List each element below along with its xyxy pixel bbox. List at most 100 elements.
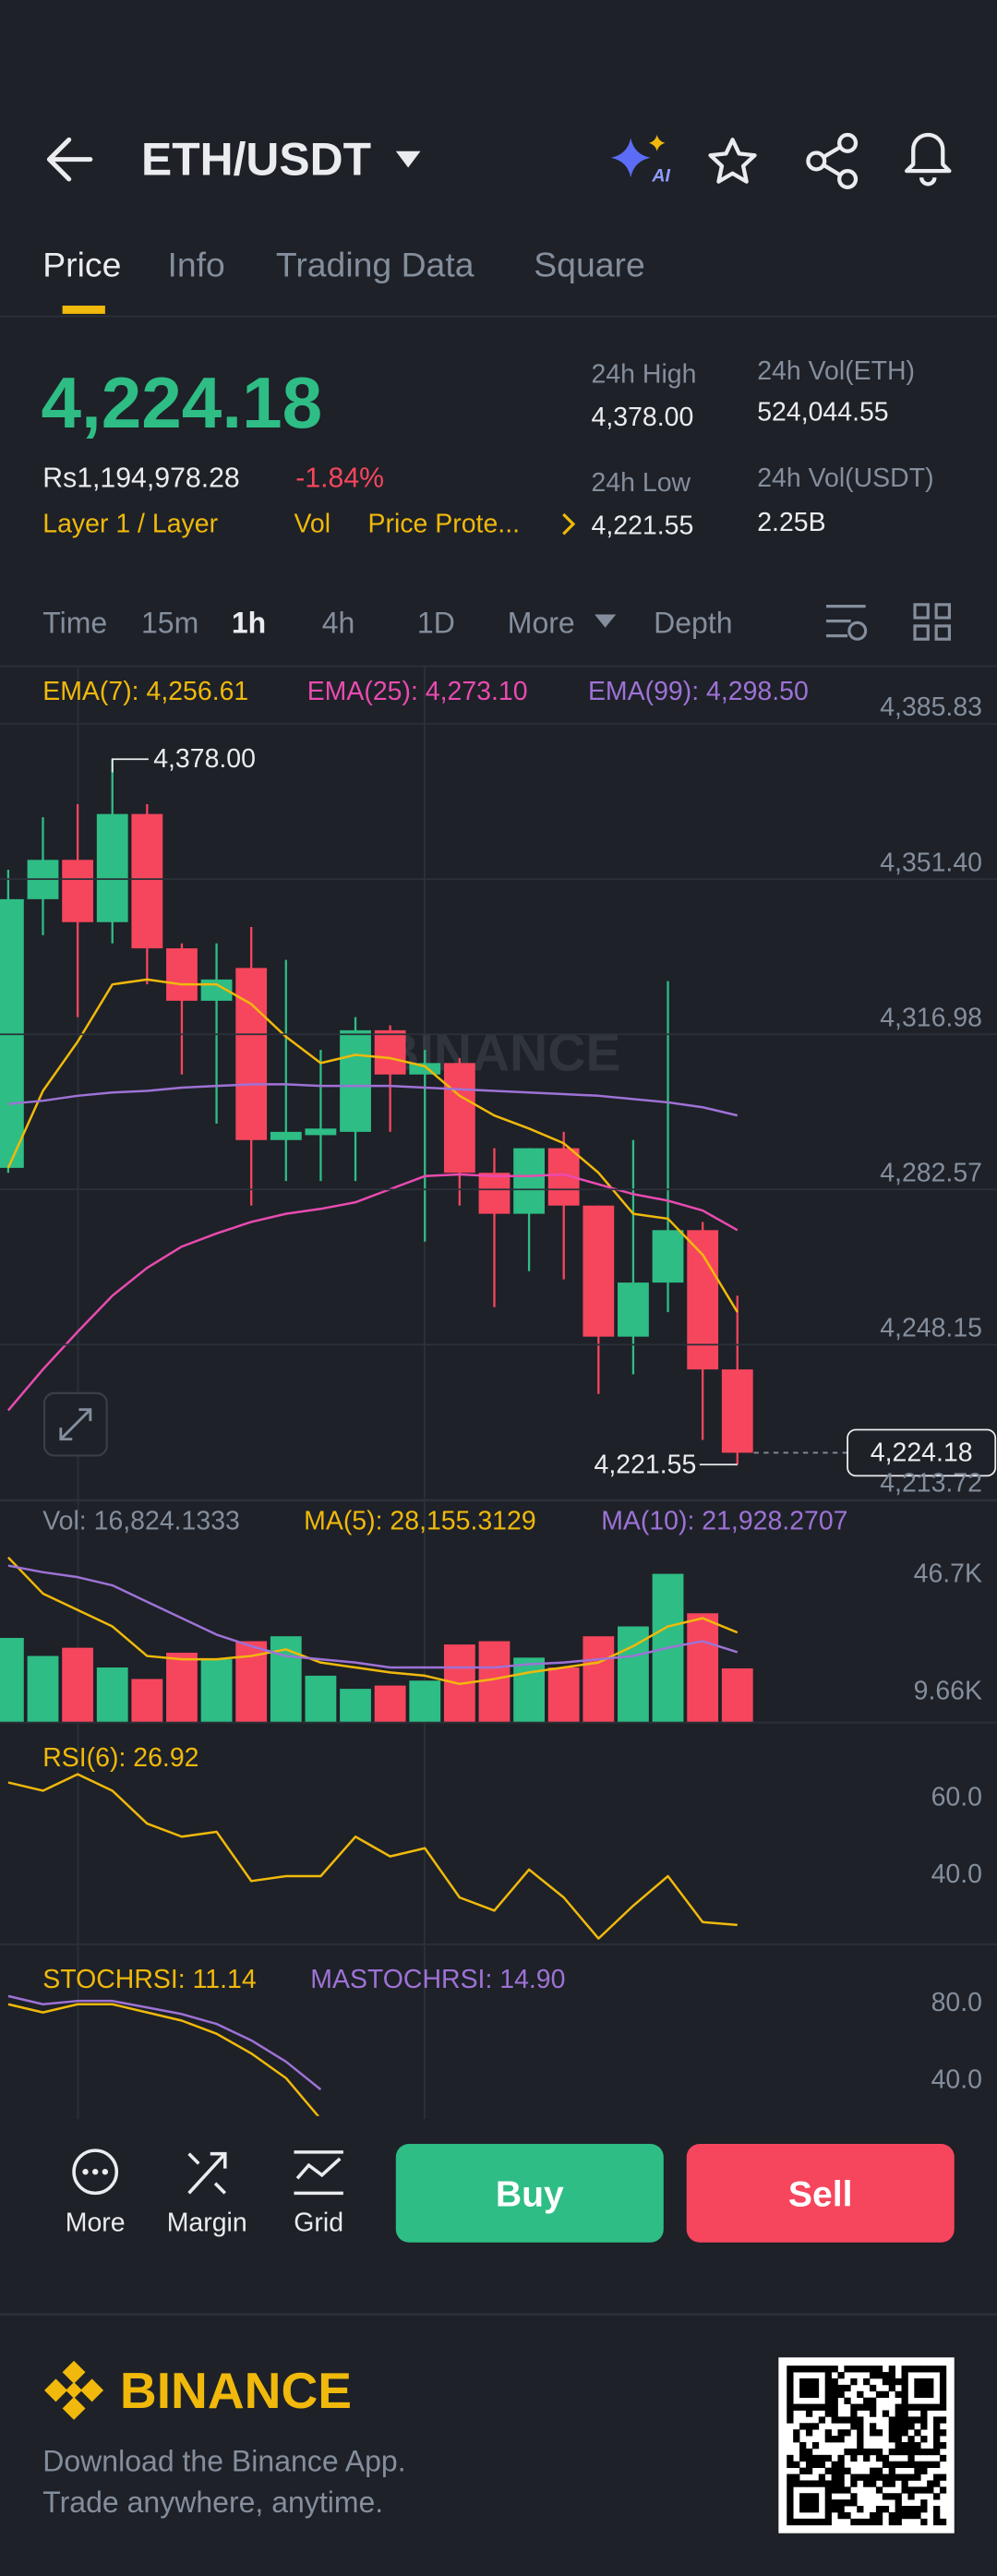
qr-cell — [920, 2461, 928, 2468]
qr-cell — [927, 2448, 934, 2456]
tag[interactable]: Price Prote... — [368, 510, 520, 539]
qr-cell — [837, 2384, 845, 2392]
qr-cell — [901, 2506, 908, 2513]
candle-body — [62, 860, 94, 922]
buy-button[interactable]: Buy — [395, 2143, 664, 2243]
candle-body — [96, 813, 128, 922]
qr-cell — [837, 2506, 845, 2513]
timeframe[interactable]: 15m — [141, 606, 198, 639]
tag[interactable]: Vol — [294, 510, 330, 539]
high-marker-line — [111, 758, 149, 773]
qr-cell — [907, 2454, 915, 2462]
qr-cell — [933, 2429, 941, 2437]
qr-cell — [824, 2429, 832, 2437]
layout-button[interactable] — [913, 603, 952, 641]
ai-badge: AI — [651, 165, 670, 186]
qr-cell — [920, 2384, 928, 2392]
qr-cell — [811, 2442, 820, 2450]
tab-trading-data[interactable]: Trading Data — [276, 246, 474, 284]
timeframe-more[interactable]: More — [508, 606, 575, 639]
sell-button[interactable]: Sell — [686, 2143, 955, 2243]
qr-cell — [920, 2365, 928, 2373]
timeframe[interactable]: Time — [42, 606, 107, 639]
qr-cell — [787, 2377, 794, 2386]
expand-button[interactable] — [42, 1391, 108, 1457]
qr-cell — [875, 2506, 883, 2513]
qr-cell — [837, 2372, 845, 2379]
qr-cell — [787, 2461, 794, 2468]
qr-cell — [787, 2416, 794, 2424]
tag-chevron[interactable] — [562, 512, 576, 536]
qr-cell — [831, 2377, 838, 2386]
qr-cell — [933, 2448, 941, 2456]
grid-action[interactable]: Grid — [294, 2150, 343, 2238]
back-button[interactable] — [46, 137, 93, 182]
qr-cell — [933, 2474, 941, 2481]
tab-square[interactable]: Square — [534, 246, 644, 284]
qr-cell — [793, 2480, 800, 2487]
qr-cell — [888, 2461, 895, 2468]
tab-info[interactable]: Info — [167, 246, 224, 284]
qr-cell — [882, 2377, 890, 2386]
qr-cell — [933, 2403, 941, 2411]
timeframe-active[interactable]: 1h — [232, 606, 266, 639]
candle-body — [305, 1128, 337, 1136]
qr-cell — [831, 2410, 838, 2417]
qr-cell — [888, 2377, 895, 2386]
pair-title[interactable]: ETH/USDT — [141, 134, 371, 186]
indicator-line — [7, 1994, 322, 2091]
margin-action[interactable]: Margin — [167, 2151, 247, 2238]
qr-cell — [939, 2454, 947, 2462]
qr-cell — [818, 2461, 826, 2468]
qr-cell — [787, 2480, 794, 2487]
qr-cell — [850, 2448, 858, 2456]
ai-button[interactable]: AI — [610, 134, 671, 186]
more-caret[interactable] — [595, 614, 617, 628]
timeframe[interactable]: 1D — [417, 606, 455, 639]
pair-caret[interactable] — [395, 150, 421, 168]
qr-cell — [799, 2454, 807, 2462]
qr-cell — [901, 2511, 908, 2520]
qr-cell — [805, 2506, 813, 2513]
qr-cell — [824, 2436, 832, 2443]
qr-cell — [870, 2429, 877, 2437]
timeframe[interactable]: 4h — [322, 606, 355, 639]
more-action[interactable]: More — [66, 2149, 126, 2237]
qr-cell — [920, 2410, 928, 2417]
qr-cell — [863, 2448, 871, 2456]
qr-cell — [939, 2384, 947, 2392]
qr-cell — [831, 2486, 838, 2494]
indicator-settings[interactable] — [825, 605, 868, 641]
qr-cell — [901, 2403, 908, 2411]
alert-button[interactable] — [905, 132, 952, 187]
qr-cell — [907, 2442, 915, 2450]
price-change: -1.84% — [295, 463, 384, 493]
favorite-button[interactable] — [708, 138, 757, 184]
qr-cell — [824, 2486, 832, 2494]
qr-cell — [837, 2474, 845, 2481]
qr-cell — [901, 2461, 908, 2468]
qr-cell — [939, 2397, 947, 2404]
qr-cell — [870, 2474, 877, 2481]
qr-cell — [799, 2499, 807, 2507]
panel — [0, 1556, 753, 1722]
qr-cell — [850, 2499, 858, 2507]
qr-cell — [857, 2403, 864, 2411]
panel-divider — [0, 1943, 997, 1945]
share-button[interactable] — [806, 132, 859, 190]
qr-cell — [870, 2518, 877, 2526]
tag[interactable]: Layer 1 / Layer — [42, 510, 218, 539]
depth-tab[interactable]: Depth — [654, 606, 732, 639]
qr-cell — [805, 2448, 813, 2456]
qr-cell — [824, 2511, 832, 2520]
qr-cell — [920, 2377, 928, 2386]
tab-price[interactable]: Price — [42, 246, 121, 284]
qr-cell — [939, 2403, 947, 2411]
qr-cell — [901, 2410, 908, 2417]
qr-cell — [933, 2461, 941, 2468]
qr-cell — [882, 2493, 890, 2500]
qr-cell — [875, 2474, 883, 2481]
qr-cell — [805, 2467, 813, 2474]
ai-sparkle-small — [648, 134, 666, 151]
qr-cell — [818, 2403, 826, 2411]
